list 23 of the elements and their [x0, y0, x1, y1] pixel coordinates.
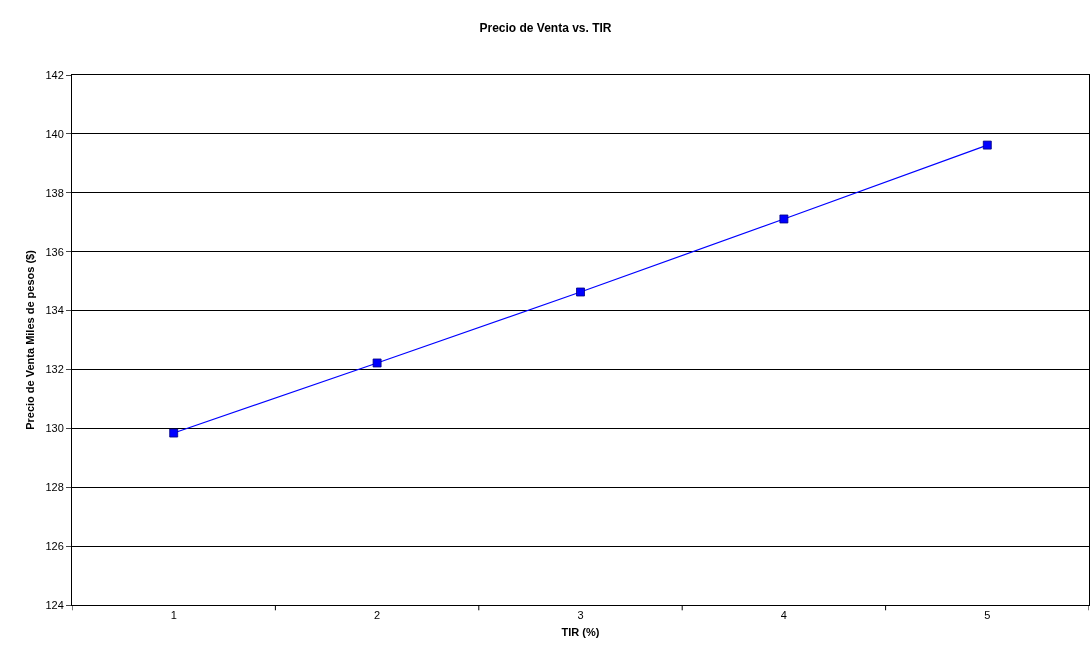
y-tick-label: 136 — [45, 245, 64, 258]
point — [372, 358, 382, 368]
y-tick-label: 140 — [45, 127, 64, 140]
chart-title: Precio de Venta vs. TIR — [479, 20, 612, 35]
y-tick-label: 124 — [45, 598, 64, 611]
y-tick-label: 132 — [45, 363, 64, 376]
x-tick-label: 2 — [374, 609, 381, 622]
point — [169, 428, 179, 438]
y-tick-label: 134 — [45, 304, 64, 317]
y-tick-label: 130 — [45, 422, 64, 435]
point — [779, 214, 789, 224]
y-tick-label: 126 — [45, 539, 64, 552]
y-tick-label: 142 — [45, 68, 64, 81]
point — [576, 287, 585, 297]
x-tick-label: 5 — [984, 609, 991, 622]
y-tick-label: 128 — [45, 481, 64, 494]
x-axis-title: TIR (%) — [561, 626, 600, 639]
x-tick-label: 4 — [780, 609, 787, 622]
y-tick-label: 138 — [45, 186, 64, 199]
x-tick-label: 1 — [170, 609, 177, 622]
point — [982, 140, 992, 150]
x-tick-label: 3 — [577, 609, 584, 622]
y-axis-title: Precio de Venta Miles de pesos ($) — [24, 249, 37, 430]
